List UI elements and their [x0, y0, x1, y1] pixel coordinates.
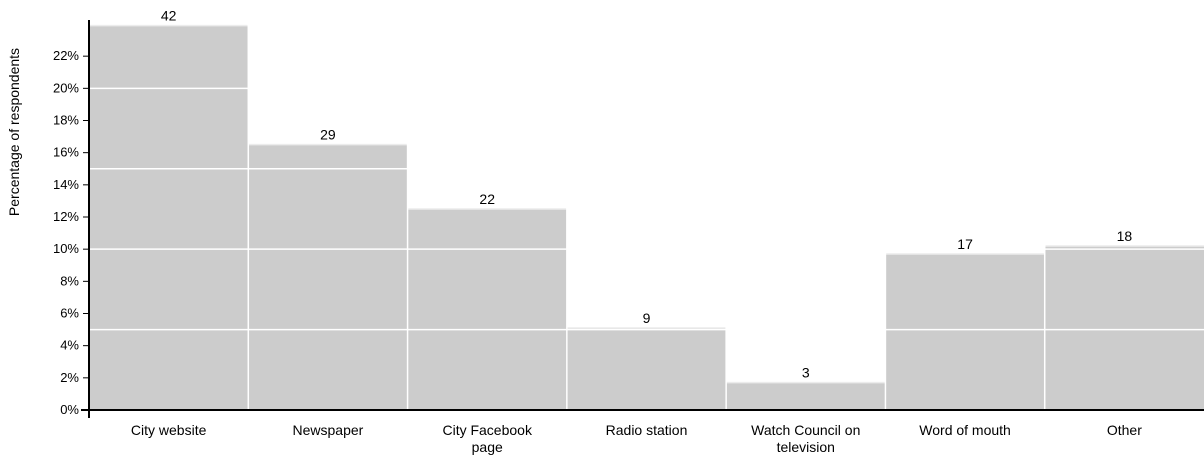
y-tick-label: 18%	[53, 113, 79, 128]
y-tick-label: 16%	[53, 145, 79, 160]
x-category-label-line: City website	[131, 422, 207, 438]
bars-group	[89, 24, 1204, 410]
y-axis-title: Percentage of respondents	[6, 48, 22, 216]
y-axis: 0% 2% 4% 6% 8% 10% 12% 14% 16% 18% 20% 22%	[53, 20, 90, 418]
bar	[407, 208, 567, 410]
x-category-label-line: Other	[1107, 422, 1142, 438]
y-tick-label: 0%	[60, 402, 79, 417]
y-tick-label: 8%	[60, 273, 79, 288]
bar	[726, 382, 886, 410]
y-tick-label: 6%	[60, 306, 79, 321]
bar	[885, 253, 1045, 410]
x-category-label-line: Watch Council on	[751, 422, 860, 438]
data-labels: 42 29 22 9 3 17 18	[161, 8, 1133, 381]
bar-count-label: 9	[643, 310, 651, 326]
bar-count-label: 18	[1117, 228, 1133, 244]
x-category-label-line: page	[472, 439, 503, 455]
bar	[89, 25, 249, 410]
bar-count-label: 29	[320, 127, 336, 143]
x-axis: City website Newspaper City Facebook page Ra…	[81, 409, 1204, 455]
x-category-label: Word of mouth	[919, 422, 1011, 438]
y-tick-label: 22%	[53, 48, 79, 63]
y-tick-label: 14%	[53, 177, 79, 192]
x-category-label-line: Radio station	[606, 422, 688, 438]
x-category-label: City Facebook page	[442, 422, 532, 455]
x-category-label: City website	[131, 422, 207, 438]
bar	[566, 327, 727, 410]
x-category-label: Watch Council on television	[751, 422, 860, 455]
x-category-label-line: Word of mouth	[919, 422, 1011, 438]
gridlines	[89, 20, 1204, 410]
y-tick-label: 20%	[53, 80, 79, 95]
x-category-label-line: City Facebook	[442, 422, 532, 438]
y-tick-label: 12%	[53, 209, 79, 224]
x-category-label-line: Newspaper	[293, 422, 364, 438]
bar-count-label: 22	[479, 191, 495, 207]
x-category-label-line: television	[777, 439, 835, 455]
x-category-label: Newspaper	[293, 422, 364, 438]
y-tick-label: 4%	[60, 338, 79, 353]
bar-count-label: 42	[161, 8, 177, 24]
bar	[1044, 245, 1204, 410]
bar	[248, 144, 408, 410]
bar-count-label: 17	[957, 236, 973, 252]
x-category-label: Other	[1107, 422, 1142, 438]
x-category-label: Radio station	[606, 422, 688, 438]
y-tick-label: 2%	[60, 370, 79, 385]
bar-count-label: 3	[802, 365, 810, 381]
y-tick-label: 10%	[53, 241, 79, 256]
